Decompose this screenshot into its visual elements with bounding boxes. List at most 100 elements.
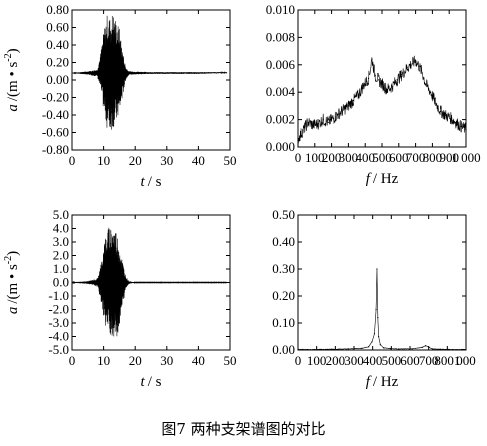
y-tick-label: 0.00 [46, 72, 69, 87]
x-tick-label: 0 [69, 353, 76, 368]
spectrum-point [317, 123, 319, 125]
spectrum-point [425, 83, 427, 85]
spectrum-point [448, 348, 450, 351]
spectrum-point [367, 77, 370, 80]
spectrum-point [314, 348, 316, 351]
spectrum-point [381, 83, 383, 85]
x-tick-label: 40 [192, 353, 205, 368]
spectrum-point [398, 348, 400, 350]
y-tick-label: 0.010 [266, 2, 295, 17]
x-tick-label: 200 [322, 150, 342, 165]
y-tick-label: 0.000 [266, 139, 295, 154]
y-tick-label: 4.0 [53, 221, 69, 236]
spectrum-point [445, 114, 447, 117]
x-tick-label: 800 [423, 150, 443, 165]
spectrum-point [312, 124, 314, 126]
x-tick-label: 1 000 [451, 150, 480, 165]
spectrum-point [430, 91, 432, 93]
x-tick-label: 10 [97, 353, 110, 368]
spectrum-point [411, 62, 413, 65]
x-tick-label: 300 [344, 353, 364, 368]
x-tick-label: 400 [355, 150, 375, 165]
y-tick-label: 0.20 [46, 55, 69, 70]
spectrum-point [307, 121, 309, 123]
x-tick-label: 100 [305, 150, 325, 165]
y-tick-label: -0.40 [42, 107, 69, 122]
spectrum-point [421, 346, 423, 348]
spectrum-point [302, 129, 304, 132]
plot-frame [71, 9, 231, 151]
y-tick-label: 0.50 [272, 207, 295, 222]
y-tick-label: 0.002 [266, 112, 295, 127]
spectrum-point [379, 344, 381, 346]
y-tick-label: 3.0 [53, 234, 69, 249]
x-tick-label: 10 [97, 153, 110, 168]
spectrum-point [297, 348, 299, 351]
y-tick-label: 0.40 [46, 37, 69, 52]
x-tick-label: 30 [160, 153, 173, 168]
y-tick-label: 0.006 [266, 57, 296, 72]
spectrum-point [396, 79, 398, 81]
x-tick-label: 40 [192, 153, 205, 168]
spectrum-point [411, 348, 413, 350]
spectrum-point [375, 308, 377, 311]
spectrum-point [415, 60, 417, 62]
spectrum-point [342, 109, 344, 111]
spectrum-point [425, 345, 427, 347]
x-tick-label: 700 [419, 353, 439, 368]
spectrum-point [331, 348, 333, 350]
x-axis-label: t / s [141, 374, 162, 390]
spectrum-point [347, 105, 349, 107]
spectrum-point [352, 99, 355, 102]
spectrum-point [450, 117, 452, 119]
spectrum-point [373, 333, 376, 335]
y-tick-label: -3.0 [48, 315, 69, 330]
spectrum-point [406, 66, 408, 69]
x-tick-label: 20 [129, 353, 142, 368]
x-tick-label: 0 [69, 153, 76, 168]
spectrum-point [357, 94, 360, 96]
spectrum-point [386, 88, 388, 91]
spectrum-point [322, 119, 324, 121]
y-tick-label: -4.0 [48, 329, 69, 344]
x-tick-label: 0 [295, 150, 302, 165]
spectrum-point [374, 75, 376, 77]
x-tick-label: 700 [406, 150, 426, 165]
y-tick-label: 0.80 [46, 2, 69, 17]
spectrum-point [401, 73, 403, 75]
y-tick-label: 0.004 [266, 84, 296, 99]
spectrum-point [327, 121, 329, 123]
y-tick-label: 2.0 [53, 248, 69, 263]
y-tick-label: 0.008 [266, 29, 295, 44]
spectrum-point [383, 347, 385, 349]
x-tick-label: 000 [456, 353, 476, 368]
spectrum-point [377, 317, 379, 319]
y-tick-label: 0.00 [272, 342, 295, 357]
spectrum-point [421, 72, 423, 74]
x-axis-label: t / s [141, 174, 162, 190]
x-tick-label: 900 [439, 150, 459, 165]
x-tick-label: 0 [295, 353, 302, 368]
spectrum-point [367, 346, 370, 348]
x-tick-label: 50 [224, 353, 237, 368]
plot-frame [297, 214, 467, 351]
spectrum-point [455, 121, 457, 123]
spectrum-point [362, 84, 365, 86]
x-tick-label: 30 [160, 353, 173, 368]
signal-trace [71, 227, 228, 337]
plot-frame [297, 9, 467, 148]
spectrum-point [376, 268, 378, 270]
signal-trace [71, 15, 228, 130]
spectrum-point [361, 347, 363, 349]
x-tick-label: 600 [389, 150, 409, 165]
x-tick-label: 600 [400, 353, 420, 368]
chart-panel-3: 0 10 20 30 40 50 5.04.03.02.01.00.0-1.0-2.0-3.… [3, 207, 237, 390]
x-tick-label: 8001 [434, 353, 460, 368]
y-tick-label: 5.0 [53, 207, 69, 222]
spectrum-point [431, 348, 433, 350]
spectrum-point [378, 79, 380, 81]
spectrum-point [389, 348, 391, 350]
y-tick-label: 0.10 [272, 315, 295, 330]
